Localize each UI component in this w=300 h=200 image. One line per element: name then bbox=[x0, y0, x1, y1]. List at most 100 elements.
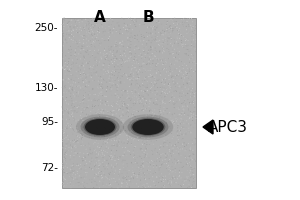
Point bbox=[102, 29, 107, 33]
Point bbox=[128, 43, 133, 46]
Point bbox=[165, 87, 170, 90]
Point bbox=[92, 56, 97, 59]
Point bbox=[93, 59, 98, 62]
Point bbox=[145, 152, 149, 156]
Point bbox=[184, 71, 189, 74]
Point bbox=[134, 110, 139, 113]
Point bbox=[68, 95, 73, 98]
Ellipse shape bbox=[76, 114, 124, 140]
Point bbox=[173, 161, 178, 164]
Point bbox=[111, 53, 116, 57]
Point bbox=[158, 31, 163, 35]
Point bbox=[133, 88, 137, 91]
Point bbox=[107, 59, 112, 62]
Point bbox=[66, 112, 71, 115]
Point bbox=[163, 37, 168, 40]
Point bbox=[109, 149, 114, 152]
Point bbox=[70, 164, 75, 167]
Point bbox=[140, 97, 145, 100]
Point bbox=[127, 75, 131, 78]
Point bbox=[122, 151, 127, 154]
Point bbox=[171, 147, 176, 150]
Point bbox=[79, 29, 84, 32]
Point bbox=[182, 52, 187, 55]
Point bbox=[130, 114, 134, 117]
Point bbox=[156, 31, 161, 34]
Point bbox=[115, 100, 120, 103]
Point bbox=[143, 159, 148, 162]
Point bbox=[149, 149, 154, 153]
Point bbox=[70, 64, 75, 67]
Point bbox=[81, 26, 86, 29]
Point bbox=[173, 85, 178, 88]
Point bbox=[163, 154, 168, 157]
Point bbox=[101, 122, 106, 126]
Point bbox=[174, 145, 179, 148]
Point bbox=[155, 92, 160, 96]
Point bbox=[85, 79, 89, 82]
Point bbox=[99, 170, 104, 173]
Point bbox=[193, 142, 198, 145]
Point bbox=[102, 154, 107, 157]
Point bbox=[110, 138, 115, 141]
Point bbox=[103, 167, 107, 171]
Point bbox=[94, 151, 99, 154]
Point bbox=[193, 38, 198, 41]
Point bbox=[76, 106, 81, 110]
Point bbox=[71, 80, 76, 84]
Point bbox=[111, 57, 116, 60]
Point bbox=[83, 25, 88, 28]
Point bbox=[66, 122, 70, 125]
Point bbox=[132, 58, 136, 61]
Point bbox=[103, 53, 107, 56]
Point bbox=[108, 28, 113, 31]
Point bbox=[132, 78, 137, 81]
Point bbox=[148, 55, 152, 58]
Point bbox=[93, 148, 98, 151]
Point bbox=[85, 152, 90, 155]
Point bbox=[84, 75, 89, 79]
Point bbox=[70, 83, 75, 87]
Point bbox=[148, 97, 153, 100]
Point bbox=[77, 23, 82, 26]
Point bbox=[65, 172, 70, 175]
Point bbox=[167, 92, 172, 95]
Point bbox=[117, 168, 122, 171]
Point bbox=[77, 39, 82, 42]
Point bbox=[192, 158, 197, 161]
Point bbox=[181, 101, 186, 104]
Point bbox=[72, 53, 77, 57]
Point bbox=[63, 178, 68, 181]
Point bbox=[65, 127, 70, 130]
Point bbox=[116, 127, 121, 130]
Point bbox=[139, 175, 144, 178]
Point bbox=[70, 88, 74, 91]
Point bbox=[125, 171, 130, 175]
Point bbox=[76, 90, 81, 94]
Point bbox=[169, 181, 174, 184]
Point bbox=[71, 165, 76, 168]
Point bbox=[130, 166, 135, 169]
Point bbox=[118, 77, 122, 80]
Point bbox=[114, 112, 118, 116]
Point bbox=[141, 158, 146, 161]
Point bbox=[176, 108, 181, 111]
Point bbox=[176, 124, 180, 127]
Point bbox=[100, 167, 105, 170]
Point bbox=[140, 109, 144, 112]
Point bbox=[72, 89, 77, 92]
Point bbox=[116, 97, 120, 100]
Point bbox=[188, 46, 192, 49]
Point bbox=[112, 60, 117, 63]
Point bbox=[63, 157, 68, 160]
Point bbox=[65, 124, 70, 128]
Point bbox=[151, 166, 156, 169]
Point bbox=[148, 106, 152, 109]
Point bbox=[69, 18, 74, 21]
Point bbox=[98, 75, 103, 78]
Point bbox=[120, 160, 124, 163]
Point bbox=[153, 32, 158, 35]
Point bbox=[82, 186, 87, 189]
Point bbox=[167, 172, 172, 176]
Point bbox=[192, 110, 197, 113]
